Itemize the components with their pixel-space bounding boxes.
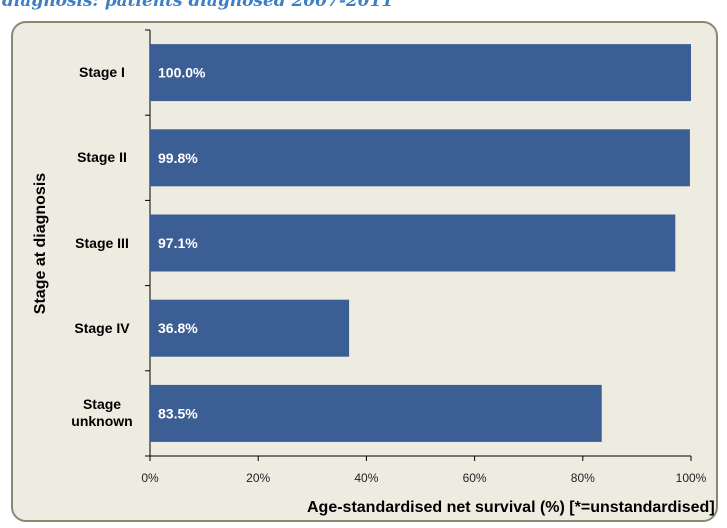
y-tick-label: Stage unknown bbox=[71, 396, 133, 430]
y-axis-label: Stage at diagnosis bbox=[31, 172, 49, 314]
x-tick-label: 40% bbox=[354, 471, 378, 485]
bar bbox=[150, 299, 350, 357]
value-label: 97.1% bbox=[158, 235, 198, 251]
value-label: 99.8% bbox=[158, 150, 198, 166]
bar bbox=[150, 384, 602, 442]
bar bbox=[150, 129, 690, 187]
x-tick-label: 60% bbox=[463, 471, 487, 485]
x-tick-label: 0% bbox=[141, 471, 159, 485]
x-tick-label: 80% bbox=[571, 471, 595, 485]
y-tick-label: Stage I bbox=[79, 64, 125, 81]
y-tick-label: Stage III bbox=[75, 234, 129, 251]
y-tick-label: Stage IV bbox=[74, 319, 130, 336]
bar bbox=[150, 44, 691, 102]
x-tick-label: 100% bbox=[676, 471, 707, 485]
chart-title: diagnosis: patients diagnosed 2007-2011 bbox=[2, 0, 394, 11]
value-label: 100.0% bbox=[158, 65, 206, 81]
y-tick-label: Stage II bbox=[77, 149, 127, 166]
x-tick-label: 20% bbox=[246, 471, 270, 485]
bar bbox=[150, 214, 676, 272]
value-label: 83.5% bbox=[158, 405, 198, 421]
value-label: 36.8% bbox=[158, 320, 198, 336]
x-axis-label: Age-standardised net survival (%) [*=uns… bbox=[307, 499, 715, 516]
